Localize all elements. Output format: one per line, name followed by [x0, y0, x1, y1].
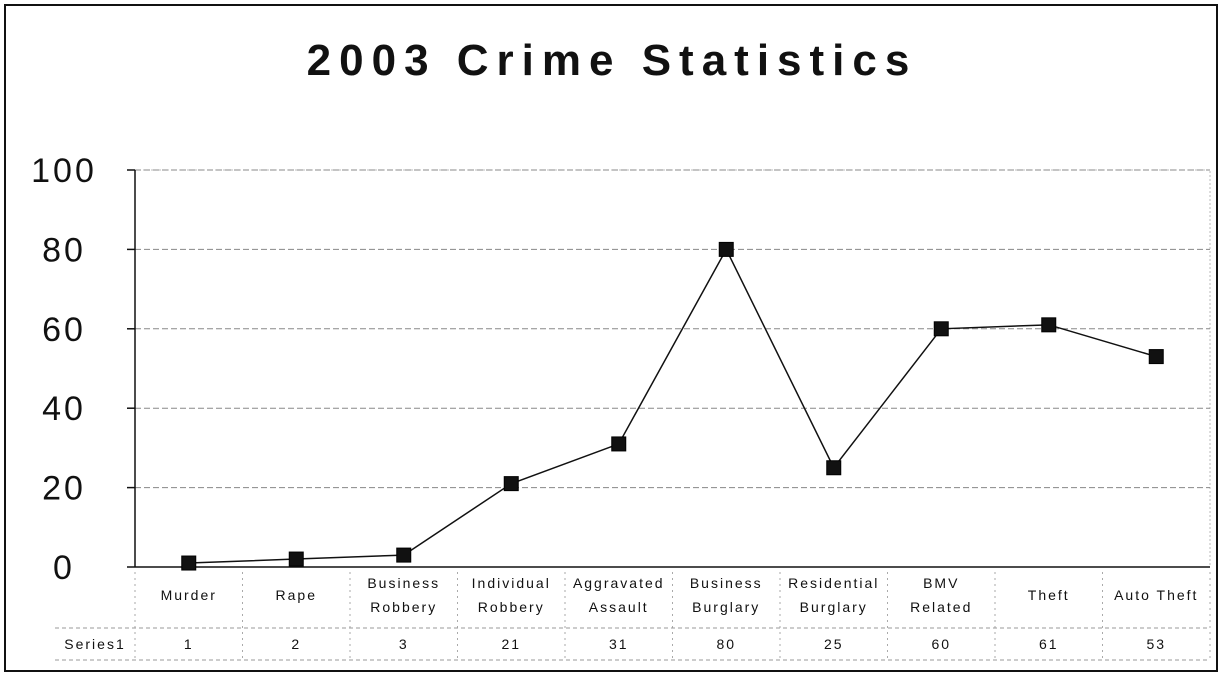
- data-point-marker: [718, 241, 734, 257]
- table-value-cell: 3: [399, 636, 409, 652]
- x-category-label: Business: [367, 575, 440, 591]
- x-category-label: Theft: [1028, 587, 1070, 603]
- x-category-label: Robbery: [370, 599, 437, 615]
- x-category-label: Burglary: [692, 599, 760, 615]
- x-category-label: Individual: [472, 575, 551, 591]
- chart-frame: [4, 4, 1218, 672]
- table-value-cell: 61: [1039, 636, 1059, 652]
- y-tick-label-40: 40: [42, 390, 86, 428]
- data-point-marker: [933, 321, 949, 337]
- data-point-marker: [288, 551, 304, 567]
- x-category-label: Related: [910, 599, 972, 615]
- x-category-label: Business: [690, 575, 763, 591]
- x-category-label: Robbery: [478, 599, 545, 615]
- x-category-label: Burglary: [800, 599, 868, 615]
- data-point-marker: [611, 436, 627, 452]
- data-point-marker: [1148, 349, 1164, 365]
- y-tick-label-20: 20: [42, 470, 86, 508]
- table-value-cell: 31: [609, 636, 629, 652]
- data-point-marker: [396, 547, 412, 563]
- plot-area: [134, 169, 1211, 568]
- y-tick-label-0: 0: [53, 549, 75, 587]
- series-line: [188, 247, 1157, 564]
- data-point-marker: [503, 476, 519, 492]
- chart-title: 2003 Crime Statistics: [306, 36, 918, 85]
- x-category-label: Rape: [276, 587, 317, 603]
- data-point-marker: [181, 555, 197, 571]
- x-category-label: Auto Theft: [1114, 587, 1198, 603]
- table-value-cell: 21: [501, 636, 521, 652]
- table-value-cell: 80: [716, 636, 736, 652]
- x-category-label: Assault: [589, 599, 649, 615]
- table-value-cell: 60: [931, 636, 951, 652]
- y-tick-label-100: 100: [31, 152, 97, 190]
- data-point-marker: [1041, 317, 1057, 333]
- x-category-label: BMV: [923, 575, 959, 591]
- table-value-cell: 1: [184, 636, 194, 652]
- x-category-label: Murder: [161, 587, 217, 603]
- table-value-cell: 53: [1146, 636, 1166, 652]
- x-category-label: Aggravated: [573, 575, 665, 591]
- table-value-cell: 25: [824, 636, 844, 652]
- y-tick-label-80: 80: [42, 231, 86, 269]
- x-category-label: Residential: [788, 575, 879, 591]
- y-tick-label-60: 60: [42, 311, 86, 349]
- table-series-label: Series1: [64, 636, 125, 652]
- table-value-cell: 2: [291, 636, 301, 652]
- data-point-marker: [826, 460, 842, 476]
